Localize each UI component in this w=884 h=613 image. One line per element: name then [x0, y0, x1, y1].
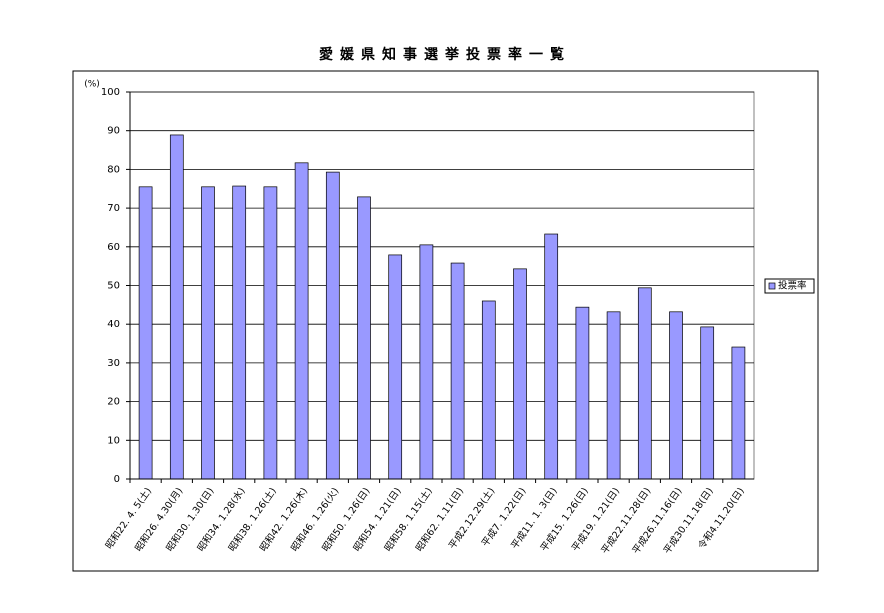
- legend-box: [764, 278, 815, 294]
- bar: [325, 171, 340, 480]
- legend-label: 投票率: [778, 280, 807, 292]
- chart-frame: [72, 70, 819, 572]
- bar: [232, 185, 247, 480]
- bar: [637, 287, 652, 480]
- y-tick-label: 20: [107, 397, 120, 408]
- bar: [544, 233, 559, 480]
- y-tick-label: 80: [107, 164, 120, 175]
- y-tick-label: 40: [107, 319, 120, 330]
- chart-title: 愛媛県知事選挙投票率一覧: [319, 46, 571, 63]
- y-tick-label: 70: [107, 203, 120, 214]
- legend-swatch: [768, 282, 776, 290]
- bar: [450, 262, 465, 480]
- y-tick-label: 0: [114, 474, 120, 485]
- y-tick-label: 60: [107, 242, 120, 253]
- bar: [419, 244, 434, 480]
- bar: [481, 300, 496, 480]
- y-tick-label: 90: [107, 126, 120, 137]
- y-tick-label: 50: [107, 281, 120, 292]
- bar: [669, 311, 683, 480]
- bar: [606, 311, 621, 480]
- bar: [169, 134, 184, 480]
- y-tick-label: 30: [107, 358, 120, 369]
- y-tick-label: 100: [101, 87, 120, 98]
- bar: [201, 186, 215, 480]
- bar: [513, 268, 527, 480]
- bar: [357, 196, 371, 480]
- bar: [731, 346, 746, 480]
- y-unit: (%): [84, 80, 100, 90]
- bar: [388, 254, 403, 480]
- bar: [138, 186, 153, 480]
- bar: [575, 306, 590, 480]
- bar: [294, 162, 309, 480]
- bar: [263, 186, 278, 480]
- y-tick-label: 10: [107, 435, 120, 446]
- bar: [700, 326, 715, 480]
